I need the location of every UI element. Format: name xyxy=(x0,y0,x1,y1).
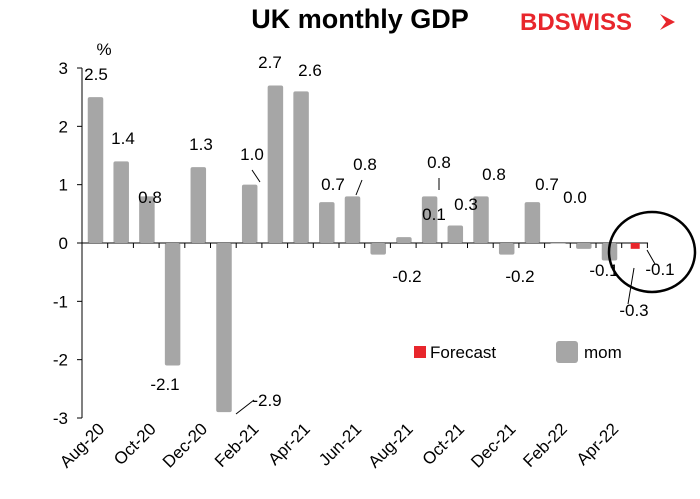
legend-label-forecast: Forecast xyxy=(430,343,496,362)
data-label: 2.7 xyxy=(258,53,282,72)
x-tick-label: Oct-20 xyxy=(110,419,160,469)
mom-bar xyxy=(139,196,155,243)
leader-line xyxy=(646,249,656,265)
mom-bar xyxy=(344,196,361,243)
mom-bar xyxy=(421,196,438,243)
mom-bar xyxy=(241,184,258,243)
mom-bar xyxy=(473,196,489,243)
mom-bar xyxy=(396,237,412,243)
data-label: -2.1 xyxy=(150,375,179,394)
mom-bar xyxy=(498,243,515,255)
y-tick-label: 0 xyxy=(59,234,68,253)
leader-line xyxy=(251,169,261,183)
legend-label-mom: mom xyxy=(584,343,622,362)
x-tick-label: Dec-20 xyxy=(159,419,211,471)
data-label: 1.0 xyxy=(240,145,264,164)
x-tick-label: Oct-21 xyxy=(419,419,469,469)
mom-bar xyxy=(319,202,335,243)
data-label: 1.4 xyxy=(111,129,135,148)
y-tick-label: 3 xyxy=(59,59,68,78)
mom-bar xyxy=(447,225,464,243)
mom-bar xyxy=(190,167,207,243)
data-label: -0.2 xyxy=(392,267,421,286)
data-label: 0.3 xyxy=(454,195,478,214)
data-label: 0.8 xyxy=(138,188,162,207)
mom-bar xyxy=(550,243,566,244)
forecast-bar xyxy=(630,243,640,249)
chart-title: UK monthly GDP xyxy=(251,4,469,34)
y-tick-label: -1 xyxy=(53,292,68,311)
data-label: 1.3 xyxy=(189,135,213,154)
brand-logo: BDSWISS xyxy=(520,9,675,36)
data-label: 0.1 xyxy=(422,205,446,224)
mom-bar xyxy=(370,243,386,255)
legend-swatch-mom xyxy=(556,341,578,363)
data-labels: 2.5 1.4 0.8 -2.1 1.3 -2.9 1.0 2.7 2.6 0.7 0.8 -0.2 0… xyxy=(84,53,675,415)
data-label: -2.9 xyxy=(252,391,281,410)
x-tick-label: Feb-22 xyxy=(519,419,571,471)
x-tick-label: Dec-21 xyxy=(467,419,519,471)
legend-swatch-forecast xyxy=(414,346,426,358)
mom-bar xyxy=(293,91,309,243)
leader-line xyxy=(355,179,363,196)
y-tick-label: 1 xyxy=(59,176,68,195)
leader-line xyxy=(235,399,255,415)
data-label: 0.7 xyxy=(535,175,559,194)
mom-bar xyxy=(576,243,592,249)
data-label: 0.7 xyxy=(321,175,345,194)
mom-bar xyxy=(524,202,541,243)
y-tick-label: -2 xyxy=(53,351,68,370)
mom-bar xyxy=(267,85,284,243)
mom-bar xyxy=(87,97,104,244)
mom-bar xyxy=(216,243,232,413)
x-tick-label: Apr-21 xyxy=(264,419,314,469)
brand-logo-text: BDSWISS xyxy=(520,9,632,36)
y-axis-unit: % xyxy=(96,40,111,59)
legend: Forecast mom xyxy=(414,341,622,363)
data-label: -0.2 xyxy=(505,267,534,286)
x-tick-label: Apr-22 xyxy=(573,419,623,469)
data-label: 0.0 xyxy=(563,188,587,207)
mom-bar xyxy=(113,161,129,243)
highlight-circle xyxy=(607,210,697,294)
data-label: 0.8 xyxy=(482,165,506,184)
x-tick-label: Feb-21 xyxy=(211,419,263,471)
x-tick-label: Jun-21 xyxy=(315,419,365,469)
data-label: 0.8 xyxy=(353,155,377,174)
y-tick-label: 2 xyxy=(59,117,68,136)
data-label: 2.5 xyxy=(84,65,108,84)
data-label: -0.3 xyxy=(619,301,648,320)
data-label: 2.6 xyxy=(298,61,322,80)
x-tick-label: Aug-21 xyxy=(365,419,417,471)
data-label: -0.1 xyxy=(645,260,674,279)
mom-bar xyxy=(164,243,181,366)
bars xyxy=(87,85,640,413)
data-label: 0.8 xyxy=(427,153,451,172)
y-tick-label: -3 xyxy=(53,409,68,428)
chevron-logo-icon xyxy=(660,14,675,30)
